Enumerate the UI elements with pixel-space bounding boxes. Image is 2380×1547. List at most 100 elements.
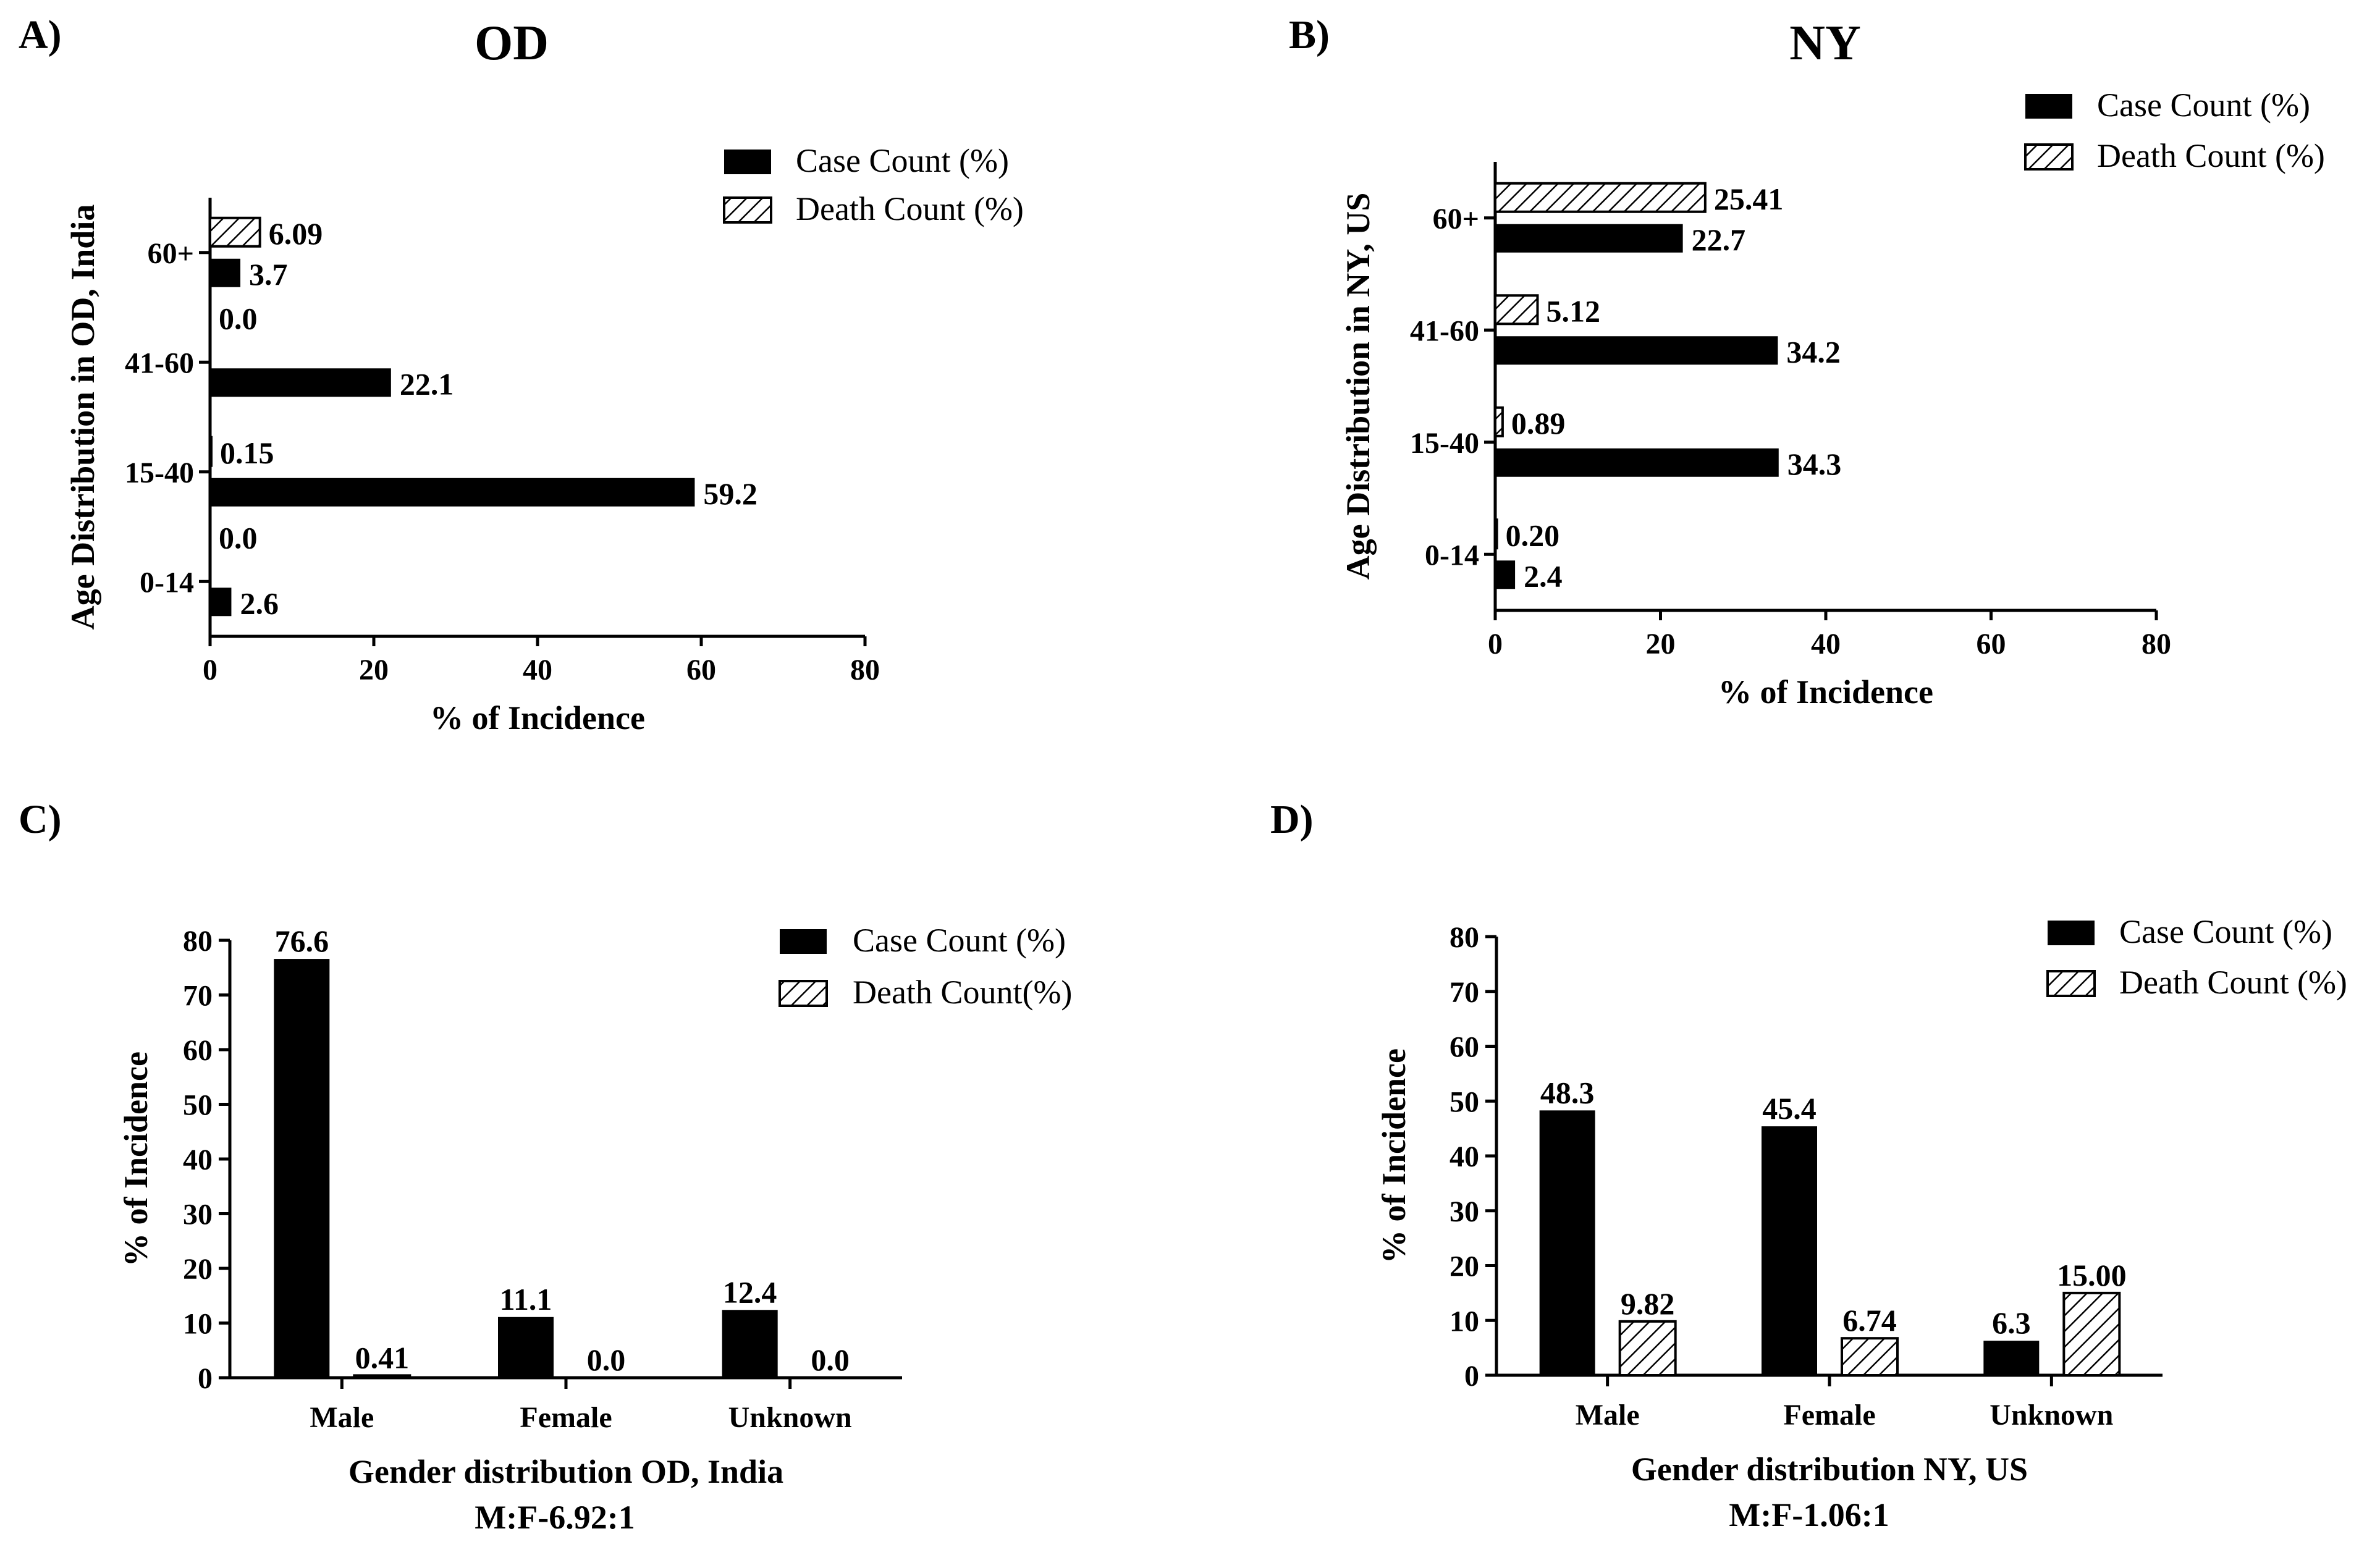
panel-a-plot: 0 20 40 60 80 0-14 2.6 0.0 15-40 59.2 0.15 41-60 22.… xyxy=(64,198,880,736)
data-label-death: 15.00 xyxy=(2057,1258,2127,1292)
bar-case-count xyxy=(722,1310,778,1378)
bar-death-count xyxy=(2062,1291,2121,1376)
data-label-death: 25.41 xyxy=(1714,182,1784,216)
data-label-death: 0.15 xyxy=(220,436,274,470)
panel-b-label: B) xyxy=(1289,12,1330,57)
y-tick-label: 30 xyxy=(183,1199,213,1231)
panel-c-label: C) xyxy=(19,797,62,842)
panel-c-gender-od: C) Case Count (%) Death Count(%) M:F-6.9… xyxy=(19,797,1072,1536)
bar-case-count xyxy=(498,1317,554,1378)
bar-case-count xyxy=(210,368,391,397)
bar-death-count xyxy=(1494,294,1539,326)
data-label-death: 0.41 xyxy=(355,1340,410,1375)
y-tick-label: 0-14 xyxy=(1425,539,1479,571)
legend-case-label: Case Count (%) xyxy=(2097,86,2310,124)
y-tick-label: 41-60 xyxy=(125,347,194,379)
x-tick-label: Male xyxy=(1576,1399,1640,1431)
legend-death-label: Death Count (%) xyxy=(796,190,1024,227)
y-tick-label: 60 xyxy=(1450,1031,1479,1064)
bar-case-count xyxy=(1983,1341,2040,1375)
y-tick-label: 70 xyxy=(183,980,213,1013)
legend-death-swatch xyxy=(723,196,772,224)
bar-death-count xyxy=(209,216,261,248)
y-tick-label: 40 xyxy=(183,1144,213,1176)
y-tick-label: 0 xyxy=(1464,1360,1479,1393)
bar-death-count xyxy=(209,436,213,467)
x-axis-label: Gender distribution OD, India xyxy=(348,1453,783,1490)
x-tick-label: 80 xyxy=(850,654,880,686)
x-tick-label: Male xyxy=(310,1401,374,1434)
panel-d-label: D) xyxy=(1270,797,1314,842)
bar-case-count xyxy=(1762,1126,1817,1375)
x-tick-label: 60 xyxy=(1977,628,2006,660)
data-label-death: 0.89 xyxy=(1511,406,1566,440)
y-axis-label: Age Distribution in NY, US xyxy=(1340,193,1377,580)
y-tick-label: 30 xyxy=(1450,1195,1479,1228)
data-label-death: 9.82 xyxy=(1621,1286,1675,1321)
y-tick-label: 10 xyxy=(183,1308,213,1341)
legend-death-swatch xyxy=(779,980,828,1007)
x-tick-label: Female xyxy=(1783,1399,1875,1431)
data-label-death: 6.74 xyxy=(1842,1303,1897,1338)
bar-case-count xyxy=(1495,560,1516,589)
data-label-case: 45.4 xyxy=(1762,1091,1817,1126)
panel-a-legend: Case Count (%) Death Count (%) xyxy=(723,142,1024,227)
legend-case-swatch xyxy=(2025,94,2072,119)
data-label-case: 2.6 xyxy=(240,586,279,620)
y-tick-label: 80 xyxy=(1450,921,1479,954)
y-tick-label: 20 xyxy=(183,1253,213,1286)
panel-d-legend: Case Count (%) Death Count (%) xyxy=(2046,913,2347,1001)
y-tick-label: 70 xyxy=(1450,976,1479,1009)
legend-case-label: Case Count (%) xyxy=(853,922,1066,959)
x-axis-label: % of Incidence xyxy=(430,699,645,736)
panel-b-title: NY xyxy=(1789,16,1861,70)
bar-death-count xyxy=(353,1374,411,1380)
y-tick-label: 20 xyxy=(1450,1250,1479,1283)
data-label-death: 0.0 xyxy=(587,1343,626,1377)
bar-death-count xyxy=(1841,1337,1899,1376)
bar-case-count xyxy=(274,959,330,1378)
x-tick-label: 0 xyxy=(1488,628,1503,660)
bar-case-count xyxy=(1539,1110,1595,1375)
data-label-case: 34.2 xyxy=(1786,334,1841,369)
bar-death-count xyxy=(1494,518,1498,550)
x-axis-label: Gender distribution NY, US xyxy=(1631,1451,2028,1488)
panel-d-gender-ny: D) Case Count (%) Death Count (%) M:F-1.… xyxy=(1270,797,2347,1533)
legend-death-label: Death Count (%) xyxy=(2119,964,2347,1001)
panel-d-plot: 0 10 20 30 40 50 60 70 80 Male 48.3 9.82 Female 45.4 6… xyxy=(1375,921,2163,1488)
y-tick-label: 41-60 xyxy=(1410,314,1479,347)
panel-a-label: A) xyxy=(19,12,62,57)
panel-a-age-od: A) OD Case Count (%) Death Count (%) 0 20… xyxy=(19,12,1024,736)
x-tick-label: Unknown xyxy=(728,1401,852,1434)
legend-case-swatch xyxy=(724,150,771,174)
data-label-case: 76.6 xyxy=(275,924,329,958)
data-label-case: 22.7 xyxy=(1692,222,1746,257)
x-tick-label: 20 xyxy=(1646,628,1676,660)
legend-death-label: Death Count(%) xyxy=(853,974,1072,1011)
x-tick-label: Unknown xyxy=(1990,1399,2113,1431)
x-tick-label: 60 xyxy=(686,654,716,686)
y-tick-label: 60+ xyxy=(148,237,194,270)
data-label-case: 2.4 xyxy=(1524,559,1563,593)
legend-case-swatch xyxy=(780,929,827,954)
data-label-death: 6.09 xyxy=(269,216,323,251)
y-tick-label: 60 xyxy=(183,1034,213,1067)
panel-c-ratio-note: M:F-6.92:1 xyxy=(475,1499,635,1536)
x-tick-label: 0 xyxy=(203,654,217,686)
y-tick-label: 0 xyxy=(198,1362,213,1395)
legend-death-swatch xyxy=(2024,143,2074,171)
y-tick-label: 40 xyxy=(1450,1140,1479,1173)
data-label-death: 0.0 xyxy=(219,301,258,335)
panel-c-plot: 0 10 20 30 40 50 60 70 80 Male 76.6 0.41 Female 11.1 0… xyxy=(117,924,902,1490)
bar-case-count xyxy=(1495,448,1779,477)
data-label-case: 3.7 xyxy=(249,257,288,292)
panel-a-title: OD xyxy=(475,16,549,70)
data-label-case: 22.1 xyxy=(400,366,454,401)
legend-death-swatch xyxy=(2046,970,2096,997)
legend-case-label: Case Count (%) xyxy=(796,142,1009,179)
legend-death-label: Death Count (%) xyxy=(2097,137,2325,174)
data-label-case: 59.2 xyxy=(703,476,757,511)
y-tick-label: 60+ xyxy=(1433,203,1479,235)
y-axis-label: % of Incidence xyxy=(1375,1048,1412,1263)
data-label-case: 34.3 xyxy=(1787,447,1842,481)
